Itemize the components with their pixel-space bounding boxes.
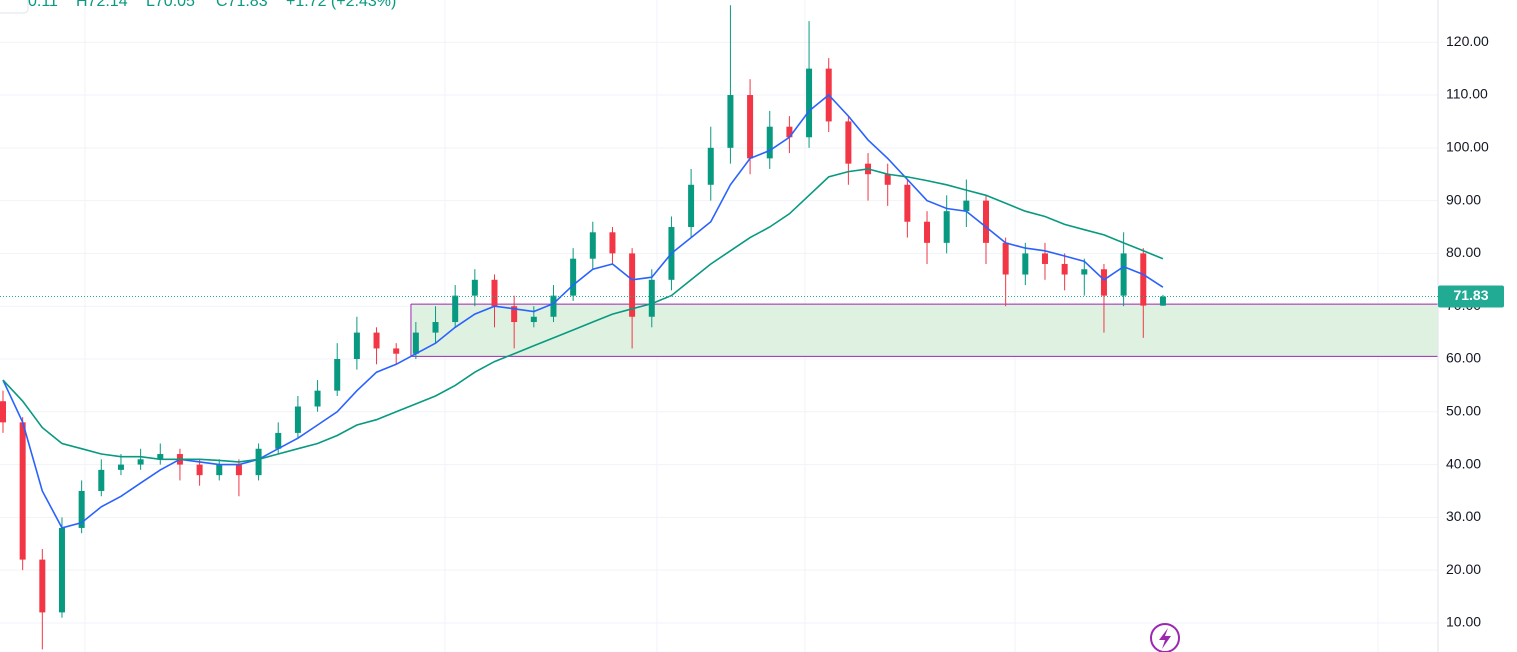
candle-body <box>609 232 616 254</box>
last-price-label: 71.83 <box>1453 287 1488 303</box>
candle-body <box>1022 253 1029 275</box>
legend-open: 0.11 <box>28 0 58 10</box>
candle-body <box>806 68 813 138</box>
candle-body <box>570 258 577 296</box>
y-tick-label: 60.00 <box>1446 350 1481 366</box>
candle-body <box>629 253 636 317</box>
candle-body <box>983 200 989 243</box>
candle-body <box>747 95 754 159</box>
alert-circle <box>1150 623 1180 652</box>
legend-change: +1.72 (+2.43%) <box>286 0 396 10</box>
candle-body <box>334 358 341 391</box>
y-tick-label: 120.00 <box>1446 33 1489 49</box>
legend-button[interactable] <box>0 0 29 14</box>
y-tick-label: 80.00 <box>1446 244 1481 260</box>
zone-box <box>410 304 1438 357</box>
candle-body <box>1081 269 1088 275</box>
y-tick-label: 90.00 <box>1446 191 1481 207</box>
candle-body <box>0 401 6 423</box>
candle-body <box>39 559 46 613</box>
moving-averages <box>2 93 1164 529</box>
candle-body <box>727 95 734 148</box>
moving-average <box>2 93 1164 529</box>
candle-body <box>1061 263 1068 275</box>
candle-body <box>216 464 223 476</box>
candle-body <box>1120 253 1127 296</box>
candle-body <box>904 184 911 222</box>
candle-body <box>275 432 282 449</box>
y-tick-label: 50.00 <box>1446 402 1481 418</box>
candle-body <box>78 490 85 528</box>
candle-body <box>1159 296 1166 306</box>
price-axis: 10.0020.0030.0040.0050.0060.0070.0080.00… <box>0 33 1504 630</box>
price-grid <box>0 41 1438 624</box>
candle-body <box>137 459 144 465</box>
candle-body <box>1041 253 1048 264</box>
candle-body <box>235 464 242 476</box>
y-tick-label: 10.00 <box>1446 614 1481 630</box>
candle-body <box>924 221 931 243</box>
y-tick-label: 110.00 <box>1446 86 1488 102</box>
candle-body <box>452 295 459 323</box>
candle-body <box>1140 253 1147 306</box>
zone-layer <box>410 303 1438 357</box>
legend: 0.11 H72.14 L70.05 C71.83 +1.72 (+2.43%) <box>28 0 396 10</box>
legend-low: L70.05 <box>146 0 195 10</box>
candle-body <box>196 464 203 476</box>
candle-body <box>963 200 970 212</box>
alert-icon[interactable] <box>1150 623 1180 652</box>
candle-body <box>884 174 891 185</box>
legend-close: C71.83 <box>216 0 268 10</box>
candle-body <box>58 527 65 613</box>
candle-body <box>393 348 400 354</box>
candle-body <box>1002 242 1009 275</box>
candle-body <box>471 279 478 296</box>
candle-body <box>766 126 773 159</box>
y-tick-label: 30.00 <box>1446 508 1481 524</box>
candle-body <box>589 232 596 259</box>
candle-body <box>786 126 793 138</box>
candle-body <box>353 332 360 359</box>
y-tick-label: 100.00 <box>1446 139 1489 155</box>
candle-body <box>157 454 164 460</box>
candle-body <box>373 332 380 349</box>
candle-body <box>314 390 321 407</box>
candle-body <box>707 147 714 185</box>
alert-bolt <box>1159 628 1171 649</box>
y-tick-label: 40.00 <box>1446 455 1481 471</box>
candle-body <box>432 322 439 333</box>
candle-body <box>117 464 124 470</box>
candle-body <box>255 448 262 476</box>
candle-body <box>511 306 518 323</box>
candle-body <box>845 121 852 164</box>
candle-body <box>530 316 537 323</box>
candle-body <box>294 406 301 433</box>
last-price-box <box>1438 285 1504 308</box>
candle-body <box>1100 269 1107 296</box>
y-tick-label: 20.00 <box>1446 561 1481 577</box>
candle-body <box>491 279 498 307</box>
candle-body <box>19 422 26 560</box>
candle-body <box>412 332 419 354</box>
candle-body <box>98 469 105 491</box>
moving-average <box>2 168 1164 463</box>
candle-body <box>550 295 557 317</box>
candle-body <box>648 279 655 317</box>
legend-high: H72.14 <box>76 0 128 10</box>
candle-body <box>688 184 695 228</box>
candle-body <box>943 211 950 243</box>
